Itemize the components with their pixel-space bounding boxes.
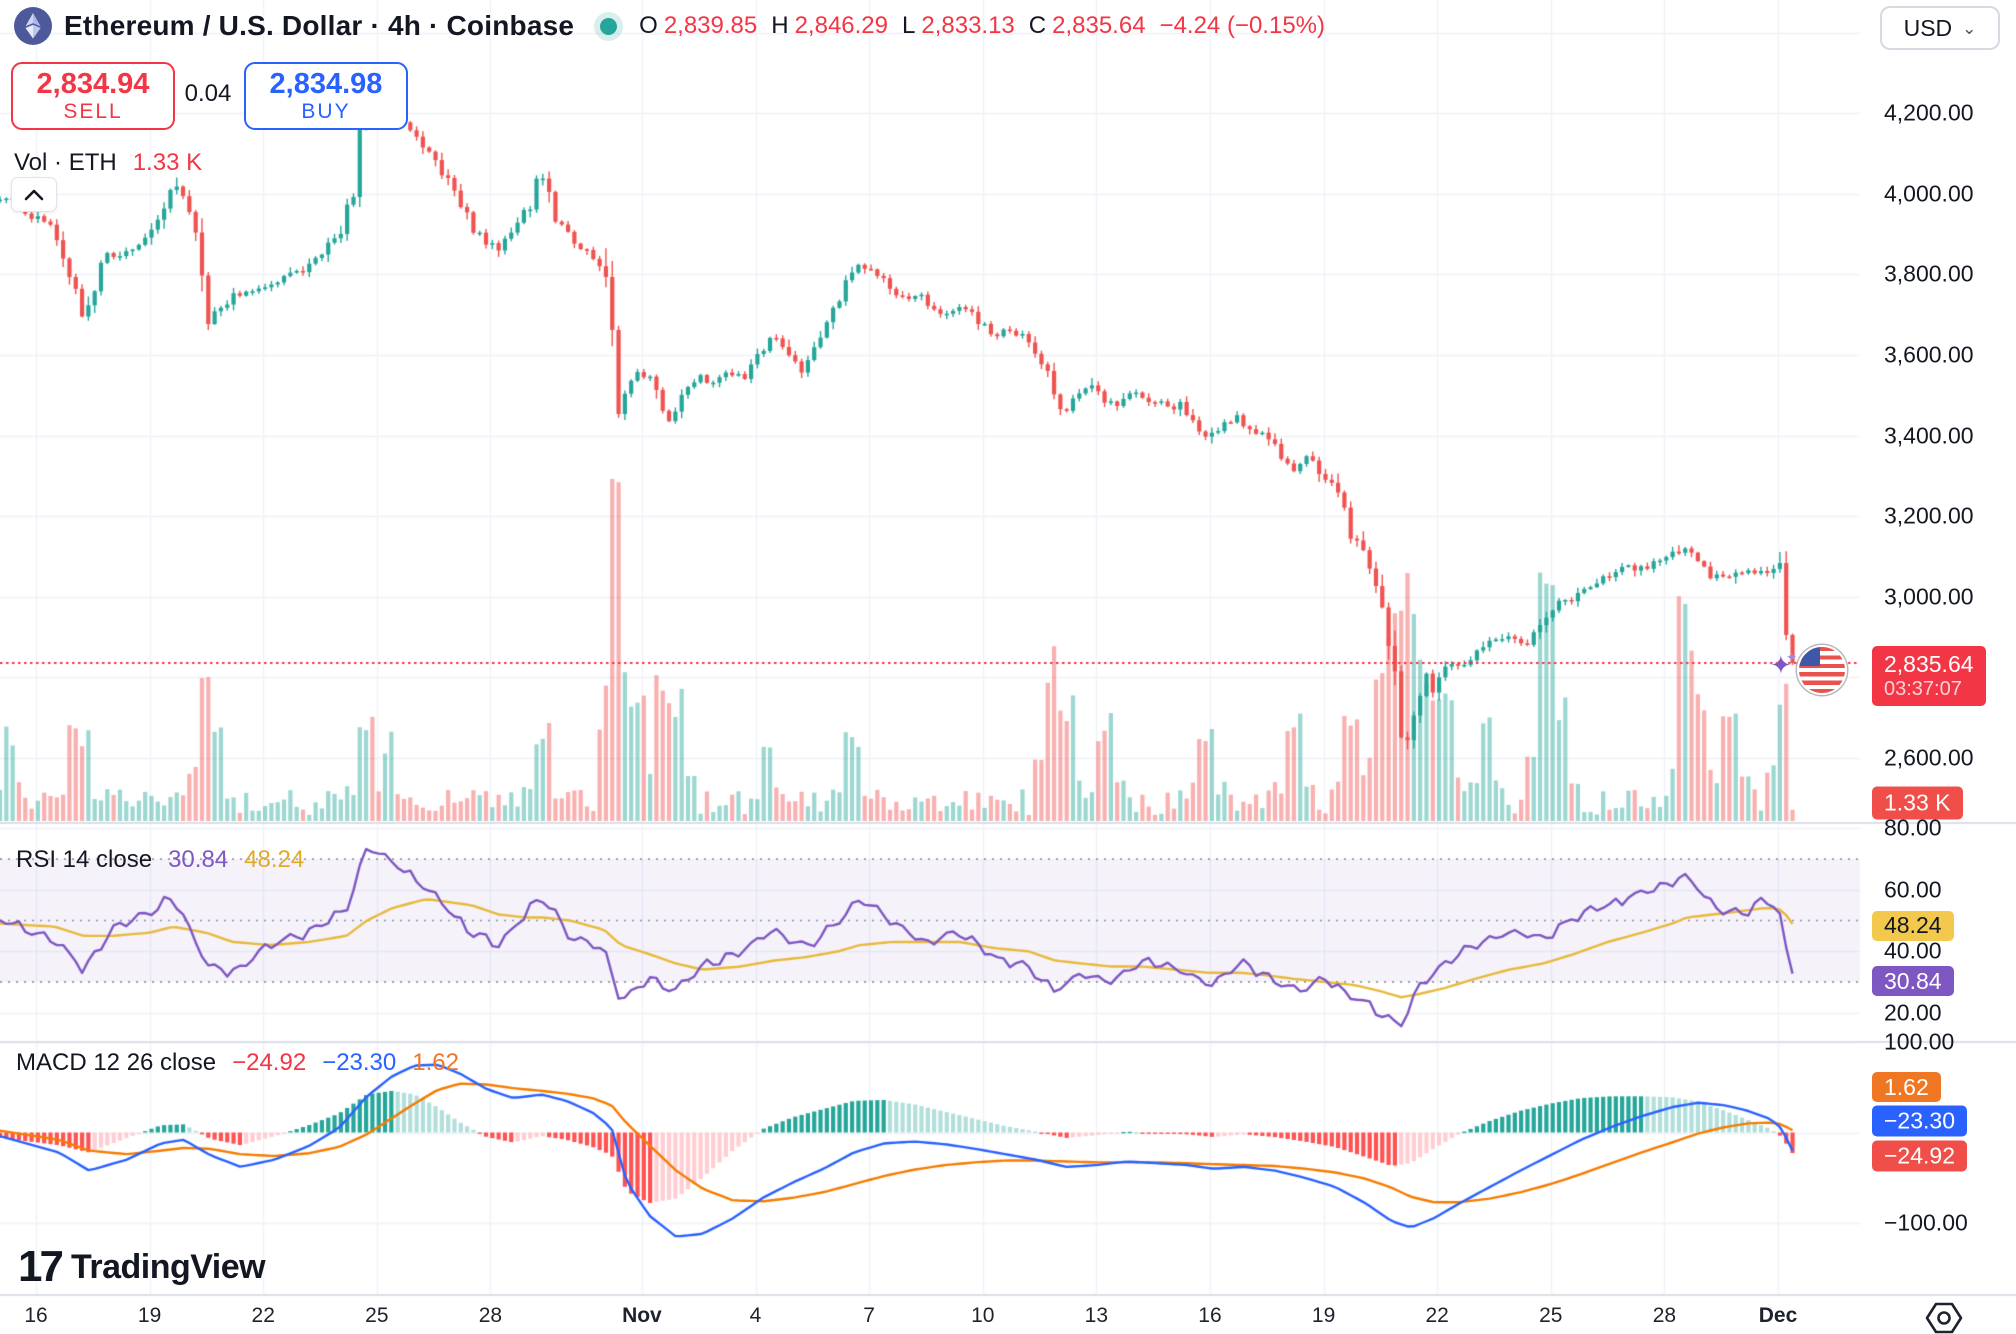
rsi-legend: RSI 14 close 30.84 48.24 (16, 846, 304, 874)
tradingview-logo[interactable]: 17 TradingView (18, 1242, 266, 1292)
close-key: C (1028, 12, 1047, 39)
open-key: O (639, 12, 658, 39)
axis-tick-label: 60.00 (1884, 876, 1942, 903)
macd-signal-value: 1.62 (412, 1049, 459, 1076)
time-tick-label: 16 (1198, 1304, 1222, 1327)
time-tick-label: 7 (863, 1304, 875, 1327)
macd-legend: MACD 12 26 close −24.92 −23.30 1.62 (16, 1049, 459, 1077)
time-tick-label: Nov (622, 1304, 662, 1327)
time-tick-label: Dec (1758, 1304, 1798, 1327)
time-tick-label: 28 (478, 1304, 503, 1327)
chevron-up-icon (24, 189, 44, 200)
gear-icon[interactable] (1924, 1300, 1964, 1334)
volume-legend-label: Vol · ETH (14, 149, 117, 176)
macd-hist-badge: −24.92 (1872, 1140, 1967, 1172)
axis-tick-label: 3,600.00 (1884, 341, 1974, 368)
ohlc-values: O 2,839.85 H 2,846.29 L 2,833.13 C 2,835… (639, 12, 1325, 40)
high-value: 2,846.29 (794, 12, 888, 39)
ethereum-logo-icon (14, 7, 52, 45)
change-value: −4.24 (−0.15%) (1159, 12, 1325, 39)
buy-button[interactable]: 2,834.98 BUY (244, 62, 408, 130)
axis-tick-label: 3,000.00 (1884, 583, 1974, 610)
time-tick-label: 16 (24, 1304, 48, 1327)
macd-legend-label[interactable]: MACD 12 26 close (16, 1049, 217, 1076)
axis-tick-label: 20.00 (1884, 999, 1942, 1026)
macd-hist-value: −24.92 (232, 1049, 307, 1076)
time-tick-label: 22 (1425, 1304, 1449, 1327)
high-key: H (771, 12, 789, 39)
axis-tick-label: 3,800.00 (1884, 260, 1974, 287)
time-tick-label: 19 (1311, 1304, 1336, 1327)
time-tick-label: 10 (971, 1304, 995, 1327)
volume-legend-value: 1.33 K (132, 149, 203, 176)
axis-tick-label: 40.00 (1884, 937, 1942, 964)
open-value: 2,839.85 (663, 12, 758, 39)
tradingview-mark-icon: 17 (18, 1242, 64, 1291)
time-axis[interactable]: 16 19 22 25 28 Nov 4 7 10 13 16 19 22 25 28 Dec (0, 1295, 2016, 1334)
sparkle-icon: ✦✦ (1770, 649, 1798, 680)
symbol-header: Ethereum / U.S. Dollar · 4h · Coinbase O… (14, 6, 1325, 46)
low-value: 2,833.13 (921, 12, 1015, 39)
macd-line-badge: −23.30 (1872, 1105, 1967, 1137)
time-tick-label: 25 (1539, 1304, 1563, 1327)
axis-tick-label: 3,200.00 (1884, 502, 1974, 529)
tradingview-logo-text: TradingView (70, 1247, 266, 1286)
buy-label: BUY (301, 100, 351, 124)
macd-signal-badge: 1.62 (1872, 1072, 1941, 1102)
rsi-value-badge: 30.84 (1872, 966, 1954, 997)
time-tick-label: 25 (365, 1304, 389, 1327)
volume-badge: 1.33 K (1872, 786, 1963, 820)
chevron-down-icon: ⌄ (1962, 19, 1977, 38)
macd-line-value: −23.30 (322, 1049, 397, 1076)
axis-tick-label: 2,600.00 (1884, 744, 1974, 771)
close-value: 2,835.64 (1052, 12, 1146, 39)
axis-tick-label: −100.00 (1884, 1209, 1968, 1236)
buy-price: 2,834.98 (269, 67, 383, 100)
axis-tick-label: 100.00 (1884, 1028, 1955, 1055)
last-price-badge: 2,835.64 03:37:07 (1872, 646, 1986, 706)
us-flag-event-icon[interactable] (1797, 645, 1847, 695)
rsi-legend-label[interactable]: RSI 14 close (16, 846, 153, 873)
currency-dropdown[interactable]: USD ⌄ (1880, 6, 2000, 50)
sell-price: 2,834.94 (36, 67, 150, 100)
currency-label: USD (1903, 14, 1953, 41)
spread-value: 0.04 (184, 80, 232, 107)
rsi-ma-badge: 48.24 (1872, 910, 1954, 941)
volume-legend: Vol · ETH 1.33 K (14, 149, 202, 177)
axis-tick-label: 3,400.00 (1884, 422, 1974, 449)
symbol-title[interactable]: Ethereum / U.S. Dollar · 4h · Coinbase (64, 10, 575, 41)
low-key: L (902, 12, 916, 39)
price-axis[interactable]: 4,200.00 4,000.00 3,800.00 3,600.00 3,400.00… (1860, 0, 2016, 1295)
rsi-value: 30.84 (168, 846, 229, 873)
time-tick-label: 13 (1084, 1304, 1109, 1327)
time-tick-label: 19 (137, 1304, 162, 1327)
time-tick-label: 22 (251, 1304, 275, 1327)
flag-canton (1799, 647, 1820, 666)
sell-label: SELL (63, 100, 123, 124)
time-tick-label: 4 (749, 1304, 762, 1327)
time-tick-label: 28 (1652, 1304, 1677, 1327)
axis-tick-label: 4,200.00 (1884, 99, 1974, 126)
collapse-pane-button[interactable] (11, 177, 57, 212)
market-status-icon[interactable] (600, 17, 618, 35)
rsi-ma-value: 48.24 (244, 846, 305, 873)
sell-button[interactable]: 2,834.94 SELL (11, 62, 175, 130)
axis-tick-label: 4,000.00 (1884, 180, 1974, 207)
